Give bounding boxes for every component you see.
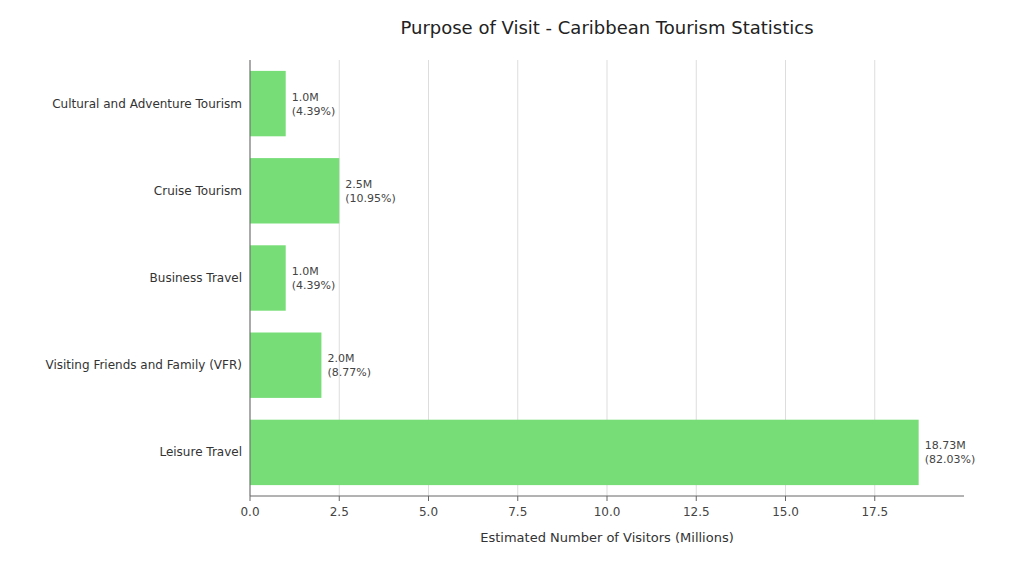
data-label-line: 18.73M [925, 439, 966, 452]
bar [250, 245, 286, 310]
bar [250, 158, 339, 223]
data-label-line: (4.39%) [292, 279, 336, 292]
tick-mark [339, 496, 340, 501]
bar [250, 71, 286, 136]
x-ticks: 0.0 2.5 5.0 7.5 10.0 12.5 15.0 17.5 [240, 496, 888, 519]
tick-label: 5.0 [419, 505, 438, 519]
data-label-line: 2.0M [327, 352, 354, 365]
tick-mark [607, 496, 608, 501]
tick-label: 15.0 [772, 505, 799, 519]
tick-mark [517, 496, 518, 501]
y-ticks: Leisure Travel Visiting Friends and Famil… [45, 97, 242, 460]
tick-mark [785, 496, 786, 501]
tick-mark [250, 496, 251, 501]
category-label: Cruise Tourism [154, 184, 242, 198]
bars [250, 71, 919, 485]
data-label-line: (8.77%) [327, 366, 371, 379]
tick-label: 2.5 [330, 505, 349, 519]
chart: 0.0 2.5 5.0 7.5 10.0 12.5 15.0 17.5 18.73M(82.03… [0, 0, 1024, 568]
tick-label: 10.0 [594, 505, 621, 519]
tick-label: 7.5 [508, 505, 527, 519]
category-label: Cultural and Adventure Tourism [52, 97, 242, 111]
data-label: 1.0M(4.39%) [292, 91, 336, 118]
data-label: 2.5M(10.95%) [345, 178, 396, 205]
tick-label: 17.5 [861, 505, 888, 519]
tick-mark [874, 496, 875, 501]
category-label: Business Travel [150, 271, 242, 285]
data-label-line: (10.95%) [345, 192, 396, 205]
data-label-line: 1.0M [292, 91, 319, 104]
data-label: 18.73M(82.03%) [925, 439, 976, 466]
tick-label: 12.5 [683, 505, 710, 519]
data-label: 2.0M(8.77%) [327, 352, 371, 379]
y-axis-line [250, 60, 251, 496]
grid-line [250, 60, 251, 496]
data-labels: 18.73M(82.03%)2.0M(8.77%)1.0M(4.39%)2.5M… [292, 91, 975, 467]
tick-mark [428, 496, 429, 501]
category-label: Leisure Travel [159, 445, 242, 459]
tick-mark [696, 496, 697, 501]
bar [250, 420, 919, 485]
data-label-line: (82.03%) [925, 453, 976, 466]
category-label: Visiting Friends and Family (VFR) [45, 358, 242, 372]
data-label-line: 2.5M [345, 178, 372, 191]
x-axis-line [250, 496, 964, 497]
tick-label: 0.0 [240, 505, 259, 519]
x-axis-label: Estimated Number of Visitors (Millions) [480, 530, 734, 545]
bar [250, 333, 321, 398]
data-label-line: 1.0M [292, 265, 319, 278]
data-label-line: (4.39%) [292, 105, 336, 118]
title: Purpose of Visit - Caribbean Tourism Sta… [400, 17, 813, 38]
data-label: 1.0M(4.39%) [292, 265, 336, 292]
